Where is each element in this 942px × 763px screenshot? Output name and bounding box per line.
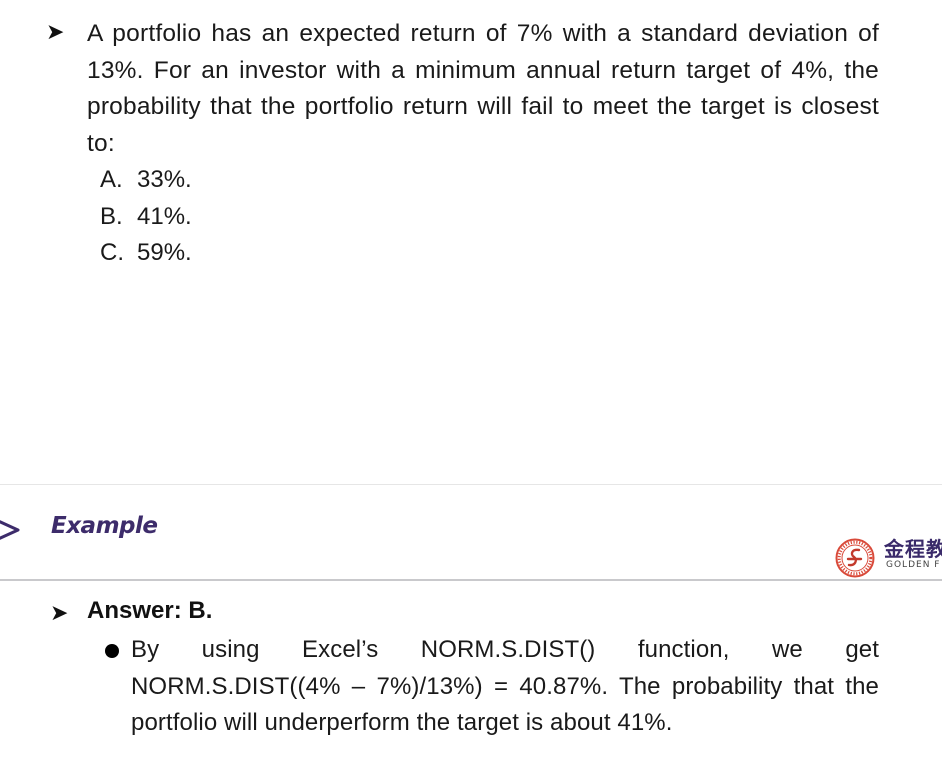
example-title: Example (51, 513, 158, 539)
bullet-dot-icon (105, 644, 119, 658)
option-c: C. 59%. (100, 235, 192, 272)
header-divider (0, 579, 942, 581)
answer-slide: Example 金程教 GOLDEN F ➤ Answer: B. By usi… (0, 484, 942, 763)
option-a: A. 33%. (100, 162, 192, 199)
logo-chinese-text: 金程教 (884, 537, 942, 561)
answer-options: A. 33%. B. 41%. C. 59%. (100, 162, 192, 272)
option-b: B. 41%. (100, 199, 192, 236)
answer-explanation: By using Excel’s NORM.S.DIST() function,… (131, 636, 879, 736)
option-text: 59%. (137, 239, 192, 266)
answer-title: Answer: B. (87, 597, 213, 624)
golden-finance-seal-logo (835, 538, 875, 578)
arrow-bullet-icon: ➤ (50, 600, 69, 625)
example-header: Example 金程教 GOLDEN F (0, 509, 942, 581)
play-arrow-icon (0, 520, 20, 540)
arrow-bullet-icon: ➤ (46, 19, 65, 44)
question-slide: ➤ A portfolio has an expected return of … (46, 19, 879, 272)
option-text: 33%. (137, 166, 192, 193)
option-letter: A. (100, 166, 123, 193)
option-text: 41%. (137, 202, 192, 230)
option-letter: C. (100, 239, 124, 266)
option-letter: B. (100, 202, 123, 230)
logo-english-text: GOLDEN F (886, 560, 941, 570)
question-text: A portfolio has an expected return of 7%… (87, 20, 879, 157)
